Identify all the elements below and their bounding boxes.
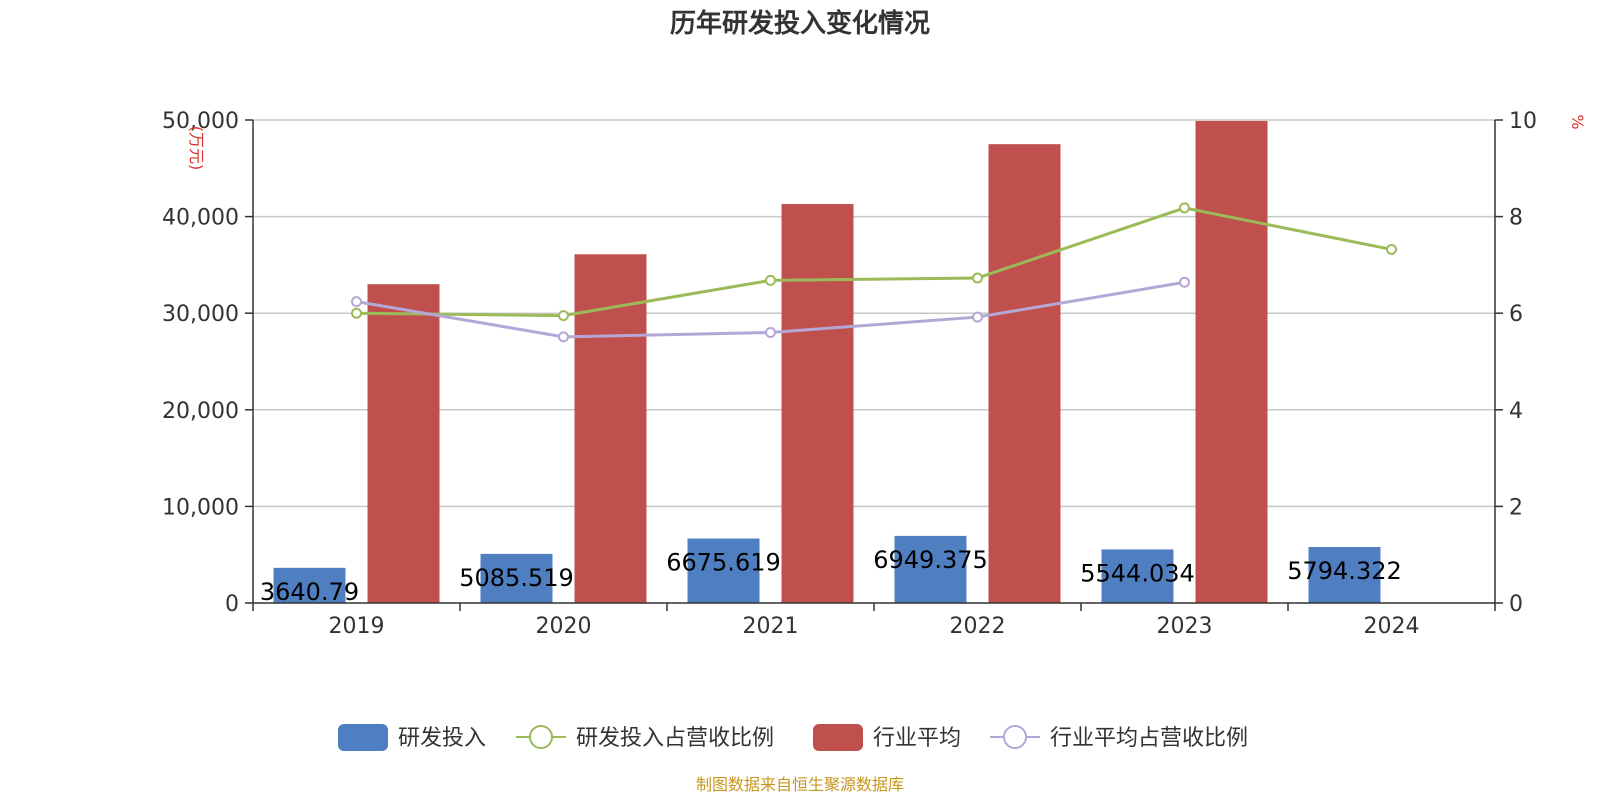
legend-marker bbox=[529, 725, 553, 749]
bar-value-label: 5794.322 bbox=[1287, 557, 1402, 585]
left-tick-label: 40,000 bbox=[162, 206, 239, 231]
right-tick-label: 0 bbox=[1509, 592, 1523, 617]
source-note: 制图数据来自恒生聚源数据库 bbox=[696, 775, 904, 794]
x-tick-label: 2022 bbox=[950, 614, 1006, 639]
line-point bbox=[972, 272, 983, 284]
legend: 研发投入 研发投入占营收比例 行业平均 行业平均占营收比例 bbox=[338, 724, 1248, 751]
bar-研发投入 bbox=[894, 535, 967, 603]
bar-研发投入 bbox=[480, 553, 553, 603]
left-tick-label: 30,000 bbox=[162, 302, 239, 327]
right-tick-label: 4 bbox=[1509, 399, 1523, 424]
bar-行业平均 bbox=[1195, 120, 1268, 603]
right-tick-label: 8 bbox=[1509, 206, 1523, 231]
right-tick-label: 10 bbox=[1509, 109, 1537, 134]
bars bbox=[273, 120, 1381, 604]
bar-value-label: 5085.519 bbox=[459, 564, 574, 592]
bar-value-label: 6675.619 bbox=[666, 549, 781, 577]
bar-行业平均 bbox=[781, 204, 854, 604]
line-point bbox=[351, 307, 362, 319]
line-point bbox=[765, 274, 776, 286]
bar-行业平均 bbox=[367, 284, 440, 603]
x-tick-label: 2019 bbox=[329, 614, 385, 639]
left-tick-label: 20,000 bbox=[162, 399, 239, 424]
left-tick-label: 10,000 bbox=[162, 495, 239, 520]
line-point bbox=[972, 311, 983, 323]
line-point bbox=[1386, 243, 1397, 255]
data-labels: 3640.79 5085.519 6675.619 6949.375 5544.034 5… bbox=[260, 546, 1402, 606]
line-point bbox=[1179, 202, 1190, 214]
right-tick-label: 2 bbox=[1509, 495, 1523, 520]
line-point bbox=[558, 331, 569, 343]
x-tick-label: 2020 bbox=[536, 614, 592, 639]
bar-value-label: 6949.375 bbox=[873, 546, 988, 574]
line-point bbox=[351, 296, 362, 308]
bar-value-label: 5544.034 bbox=[1080, 559, 1195, 587]
bar-研发投入 bbox=[273, 567, 346, 603]
lines bbox=[351, 202, 1397, 343]
legend-marker bbox=[1003, 725, 1027, 749]
legend-label: 研发投入 bbox=[398, 726, 486, 751]
left-axis-unit: (万元) bbox=[187, 126, 206, 171]
line-point bbox=[765, 327, 776, 339]
left-tick-label: 0 bbox=[225, 592, 239, 617]
x-tick-label: 2024 bbox=[1364, 614, 1420, 639]
legend-swatch bbox=[813, 724, 863, 751]
line-point bbox=[558, 310, 569, 322]
axes: 0 10,000 20,000 30,000 40,000 50,000 0 2 4 6 8 10 20… bbox=[162, 109, 1537, 639]
chart-title: 历年研发投入变化情况 bbox=[670, 8, 930, 39]
legend-swatch bbox=[338, 724, 388, 751]
legend-label: 行业平均 bbox=[873, 726, 961, 751]
line-point bbox=[1179, 276, 1190, 288]
x-tick-label: 2023 bbox=[1157, 614, 1213, 639]
right-axis-unit: % bbox=[1568, 114, 1587, 129]
line-研发投入占营收比例 bbox=[356, 206, 1392, 318]
bar-研发投入 bbox=[687, 538, 760, 603]
bar-研发投入 bbox=[1101, 549, 1174, 603]
legend-label: 行业平均占营收比例 bbox=[1050, 726, 1248, 751]
x-tick-label: 2021 bbox=[743, 614, 799, 639]
bar-研发投入 bbox=[1308, 547, 1381, 603]
right-tick-label: 6 bbox=[1509, 302, 1523, 327]
legend-label: 研发投入占营收比例 bbox=[576, 726, 774, 751]
bar-value-label: 3640.79 bbox=[260, 578, 359, 606]
left-tick-label: 50,000 bbox=[162, 109, 239, 134]
bar-行业平均 bbox=[988, 144, 1061, 603]
